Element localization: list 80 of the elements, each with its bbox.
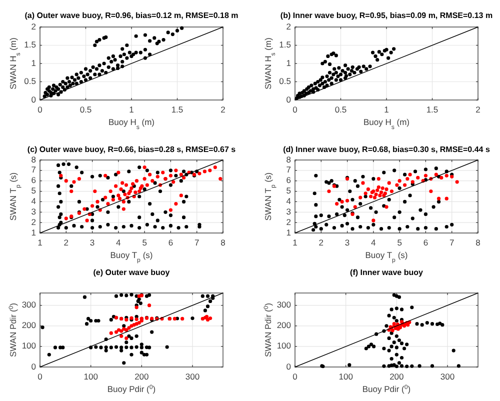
x-tick-label: 200: [390, 371, 404, 382]
y-tick-label: 8: [286, 154, 292, 164]
y-tick-label: 4: [31, 196, 36, 206]
y-tick-label: 0: [286, 361, 292, 372]
x-axis-title: Buoy T$_{p}$ (s): [110, 250, 153, 264]
x-tick-label: 1: [292, 237, 298, 248]
y-tick-label: 100: [276, 340, 292, 351]
y-tick-label: 6: [31, 175, 36, 186]
y-tick-label: 2: [286, 216, 292, 227]
chart-title: (b) Inner wave buoy, R=0.95, bias=0.09 m, RMSE=0.13 m: [280, 11, 493, 20]
x-tick-label: 100: [338, 371, 354, 382]
x-tick-label: 1: [38, 237, 43, 248]
x-tick-label: 2: [318, 237, 324, 248]
x-tick-label: 4: [116, 237, 122, 248]
x-tick-label: 6: [423, 237, 428, 248]
y-tick-label: 100: [22, 340, 36, 351]
x-tick-label: 8: [220, 237, 226, 248]
x-tick-label: 0.5: [80, 104, 92, 114]
x-tick-label: 0: [38, 371, 43, 382]
y-tick-label: 1: [31, 58, 36, 68]
x-tick-label: 6: [168, 237, 174, 248]
x-tick-label: 300: [185, 371, 200, 382]
y-tick-label: 0: [31, 361, 36, 372]
chart-title: (d) Inner wave buoy, R=0.68, bias=0.30 s, RMSE=0.44 s: [283, 145, 490, 154]
x-axis-title: Buoy H$_{s}$ (m): [108, 117, 155, 130]
y-tick-label: 1: [286, 58, 292, 68]
x-axis-title: Buoy H$_{s}$ (m): [363, 117, 410, 130]
y-tick-label: 3: [31, 206, 36, 216]
y-tick-label: 3: [286, 206, 292, 216]
y-tick-label: 5: [286, 186, 292, 196]
y-tick-label: 7: [286, 164, 292, 175]
y-tick-label: 1.5: [279, 40, 292, 50]
x-tick-label: 7: [449, 237, 454, 248]
y-tick-label: 2: [31, 216, 36, 227]
y-tick-label: 0: [31, 94, 36, 104]
y-tick-label: 300: [276, 300, 292, 310]
x-tick-label: 200: [134, 371, 150, 382]
y-tick-label: 2: [31, 21, 36, 32]
y-tick-label: 1: [286, 227, 292, 238]
x-tick-label: 0.5: [334, 104, 347, 114]
x-tick-label: 5: [142, 237, 148, 248]
x-tick-label: 8: [476, 237, 481, 248]
y-tick-label: 0.5: [279, 76, 292, 86]
y-tick-label: 5: [31, 186, 36, 196]
x-tick-label: 7: [194, 237, 200, 248]
x-tick-label: 4: [371, 237, 376, 248]
y-tick-label: 6: [286, 175, 292, 186]
y-tick-label: 8: [31, 154, 36, 164]
x-tick-label: 0: [38, 104, 43, 114]
x-tick-label: 0: [292, 104, 298, 114]
y-tick-label: 200: [22, 320, 36, 330]
y-tick-label: 200: [276, 320, 292, 330]
x-axis-title: Buoy Pdir ($^{0}$): [107, 384, 156, 394]
x-tick-label: 3: [90, 237, 95, 248]
y-tick-label: 300: [22, 300, 36, 310]
x-tick-label: 1: [384, 104, 390, 114]
x-tick-label: 0: [292, 371, 298, 382]
y-tick-label: 1.5: [24, 40, 36, 50]
x-tick-label: 2: [64, 237, 69, 248]
chart-title: (e) Outer wave buoy: [93, 268, 170, 277]
chart-title: (c) Outer wave buoy, R=0.66, bias=0.28 s, RMSE=0.67 s: [27, 145, 236, 154]
x-axis-title: Buoy Pdir ($^{0}$): [362, 384, 411, 394]
chart-title: (a) Outer wave buoy, R=0.96, bias=0.12 m, RMSE=0.18 m: [24, 11, 238, 20]
y-tick-label: 0.5: [24, 76, 36, 86]
x-tick-label: 1.5: [171, 104, 184, 114]
y-tick-label: 1: [31, 227, 36, 238]
y-tick-label: 4: [286, 196, 292, 206]
y-tick-label: 2: [286, 21, 292, 32]
y-tick-label: 7: [31, 164, 36, 175]
x-tick-label: 1: [129, 104, 134, 114]
x-tick-label: 2: [220, 104, 226, 114]
x-tick-label: 100: [84, 371, 98, 382]
x-tick-label: 3: [344, 237, 350, 248]
x-tick-label: 1.5: [426, 104, 438, 114]
x-tick-label: 5: [397, 237, 402, 248]
chart-title: (f) Inner wave buoy: [350, 268, 424, 277]
x-tick-label: 300: [440, 371, 455, 382]
y-tick-label: 0: [286, 94, 292, 104]
x-axis-title: Buoy T$_{p}$ (s): [365, 250, 408, 264]
x-tick-label: 2: [476, 104, 481, 114]
